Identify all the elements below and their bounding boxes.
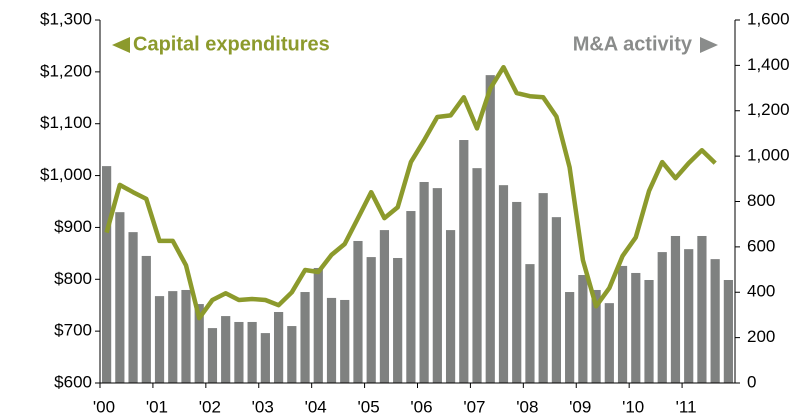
bar bbox=[406, 211, 416, 383]
bar bbox=[525, 264, 535, 383]
y2-tick-label: 1,000 bbox=[747, 146, 790, 165]
bar bbox=[617, 265, 628, 383]
y-tick-label: $900 bbox=[54, 217, 92, 236]
x-tick-label: '02 bbox=[199, 397, 221, 416]
bar bbox=[128, 232, 138, 383]
bar bbox=[498, 185, 509, 383]
y-tick-label: $700 bbox=[54, 321, 92, 340]
bar bbox=[419, 181, 429, 383]
bar bbox=[379, 230, 390, 383]
bar bbox=[313, 267, 323, 383]
legend-arrow-right bbox=[700, 37, 718, 53]
bar bbox=[366, 257, 376, 383]
y-tick-label: $800 bbox=[54, 269, 92, 288]
bar bbox=[234, 321, 244, 383]
x-tick-label: '11 bbox=[676, 397, 697, 416]
legend-arrow-left bbox=[112, 37, 130, 53]
bar bbox=[300, 292, 310, 383]
bar bbox=[697, 235, 707, 383]
x-tick-label: '04 bbox=[305, 397, 327, 416]
bar bbox=[604, 303, 614, 383]
bar bbox=[459, 140, 469, 383]
bar bbox=[631, 272, 641, 383]
y2-tick-label: 600 bbox=[747, 236, 775, 255]
bar bbox=[591, 289, 601, 383]
bar bbox=[485, 75, 495, 384]
x-tick-label: '01 bbox=[146, 397, 168, 416]
y2-tick-label: 1,200 bbox=[747, 100, 790, 119]
x-tick-label: '05 bbox=[358, 397, 380, 416]
bar bbox=[393, 257, 403, 383]
bar bbox=[221, 316, 231, 383]
bar bbox=[432, 188, 442, 383]
x-tick-label: '06 bbox=[410, 397, 432, 416]
legend-mna: M&A activity bbox=[573, 33, 693, 55]
bar bbox=[287, 326, 297, 383]
x-tick-label: '10 bbox=[622, 397, 644, 416]
y-tick-label: $1,200 bbox=[40, 61, 92, 80]
bar bbox=[273, 311, 284, 383]
y2-tick-label: 1,600 bbox=[747, 9, 790, 28]
y2-tick-label: 1,400 bbox=[747, 55, 790, 74]
bar bbox=[207, 328, 218, 383]
bar bbox=[353, 240, 363, 383]
bar bbox=[684, 249, 694, 383]
bar bbox=[181, 289, 191, 383]
y-tick-label: $1,100 bbox=[40, 113, 92, 132]
bar bbox=[154, 296, 165, 383]
bar bbox=[247, 321, 257, 383]
y2-tick-label: 0 bbox=[747, 372, 756, 391]
bar bbox=[710, 259, 720, 383]
bar bbox=[168, 291, 178, 383]
y2-tick-label: 200 bbox=[747, 327, 775, 346]
y-tick-label: $1,000 bbox=[40, 165, 92, 184]
line bbox=[104, 64, 717, 321]
bar bbox=[512, 201, 522, 383]
x-tick-label: '00 bbox=[93, 397, 115, 416]
x-tick-label: '08 bbox=[516, 397, 538, 416]
x-tick-label: '03 bbox=[252, 397, 274, 416]
bar bbox=[115, 212, 125, 383]
bar bbox=[723, 279, 733, 383]
bar bbox=[141, 255, 151, 383]
bar bbox=[194, 304, 204, 383]
bar bbox=[644, 279, 654, 383]
legend-capex: Capital expenditures bbox=[133, 33, 330, 55]
bar bbox=[565, 292, 575, 383]
y2-tick-label: 400 bbox=[747, 282, 775, 301]
y2-tick-label: 800 bbox=[747, 191, 775, 210]
bar bbox=[670, 235, 681, 383]
x-tick-label: '07 bbox=[463, 397, 485, 416]
bar bbox=[472, 168, 482, 383]
bar bbox=[538, 193, 548, 383]
bar bbox=[340, 299, 350, 383]
x-tick-label: '09 bbox=[569, 397, 591, 416]
bar bbox=[102, 166, 112, 383]
bar bbox=[551, 217, 562, 383]
bar bbox=[445, 230, 456, 383]
y-tick-label: $1,300 bbox=[40, 9, 92, 28]
bar bbox=[578, 275, 588, 383]
y-tick-label: $600 bbox=[54, 372, 92, 391]
bar bbox=[657, 252, 667, 383]
bar bbox=[326, 297, 337, 383]
bar bbox=[260, 333, 270, 383]
